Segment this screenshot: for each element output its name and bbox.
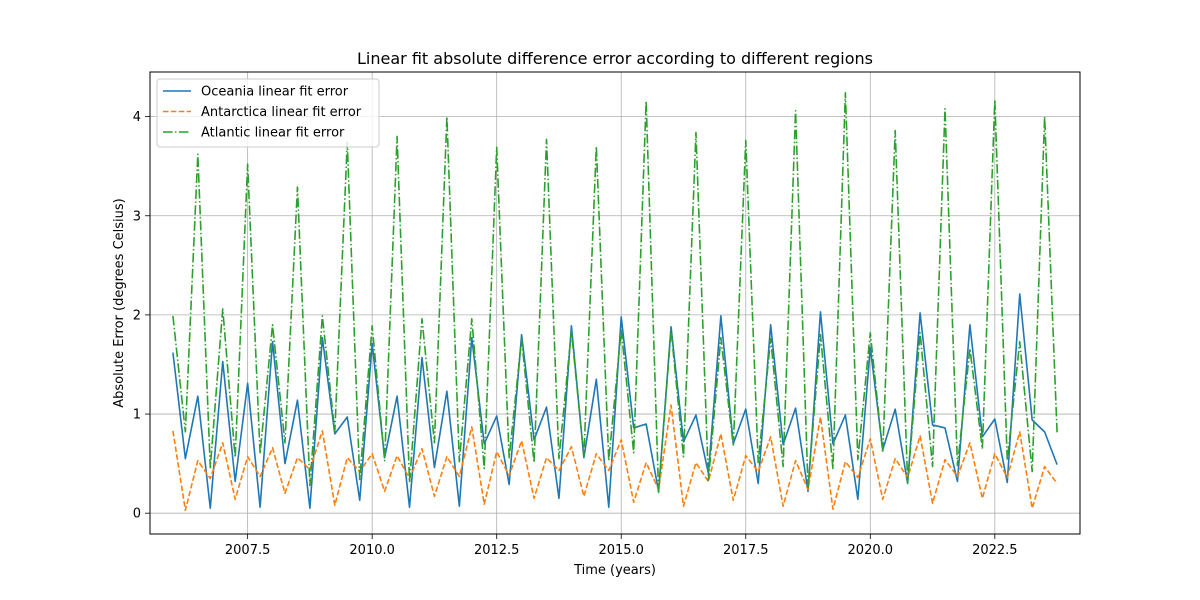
x-axis-ticks: 2007.5 2010.0 2012.5 2015.0 2017.5 2020.0 2022… — [225, 534, 1018, 558]
y-axis-label: Absolute Error (degrees Celsius) — [112, 198, 127, 407]
y-tick-label: 4 — [133, 110, 141, 125]
x-tick-label: 2010.0 — [349, 543, 395, 558]
x-tick-label: 2007.5 — [225, 543, 271, 558]
x-tick-label: 2020.0 — [848, 543, 894, 558]
series-lines — [172, 92, 1058, 512]
x-tick-label: 2015.0 — [598, 543, 644, 558]
legend: Oceania linear fit error Antarctica linea… — [156, 78, 380, 148]
x-axis-label: Time (years) — [573, 563, 656, 578]
series-line-atlantic — [172, 92, 1058, 494]
y-tick-label: 0 — [133, 507, 141, 522]
legend-label: Antarctica linear fit error — [201, 105, 362, 120]
series-line-antarctica — [172, 404, 1058, 512]
y-tick-label: 3 — [133, 209, 141, 224]
plot-frame — [149, 71, 1081, 535]
legend-label: Atlantic linear fit error — [201, 126, 345, 141]
y-axis-ticks: 0 1 2 3 4 — [133, 110, 150, 522]
y-tick-label: 2 — [133, 308, 141, 323]
y-tick-label: 1 — [133, 408, 141, 423]
chart-title: Linear fit absolute difference error acc… — [357, 49, 873, 68]
x-tick-label: 2012.5 — [474, 543, 520, 558]
legend-items: Oceania linear fit error Antarctica linea… — [163, 85, 362, 141]
legend-box — [156, 78, 380, 148]
legend-label: Oceania linear fit error — [201, 85, 349, 100]
x-tick-label: 2017.5 — [723, 543, 769, 558]
x-tick-label: 2022.5 — [972, 543, 1018, 558]
